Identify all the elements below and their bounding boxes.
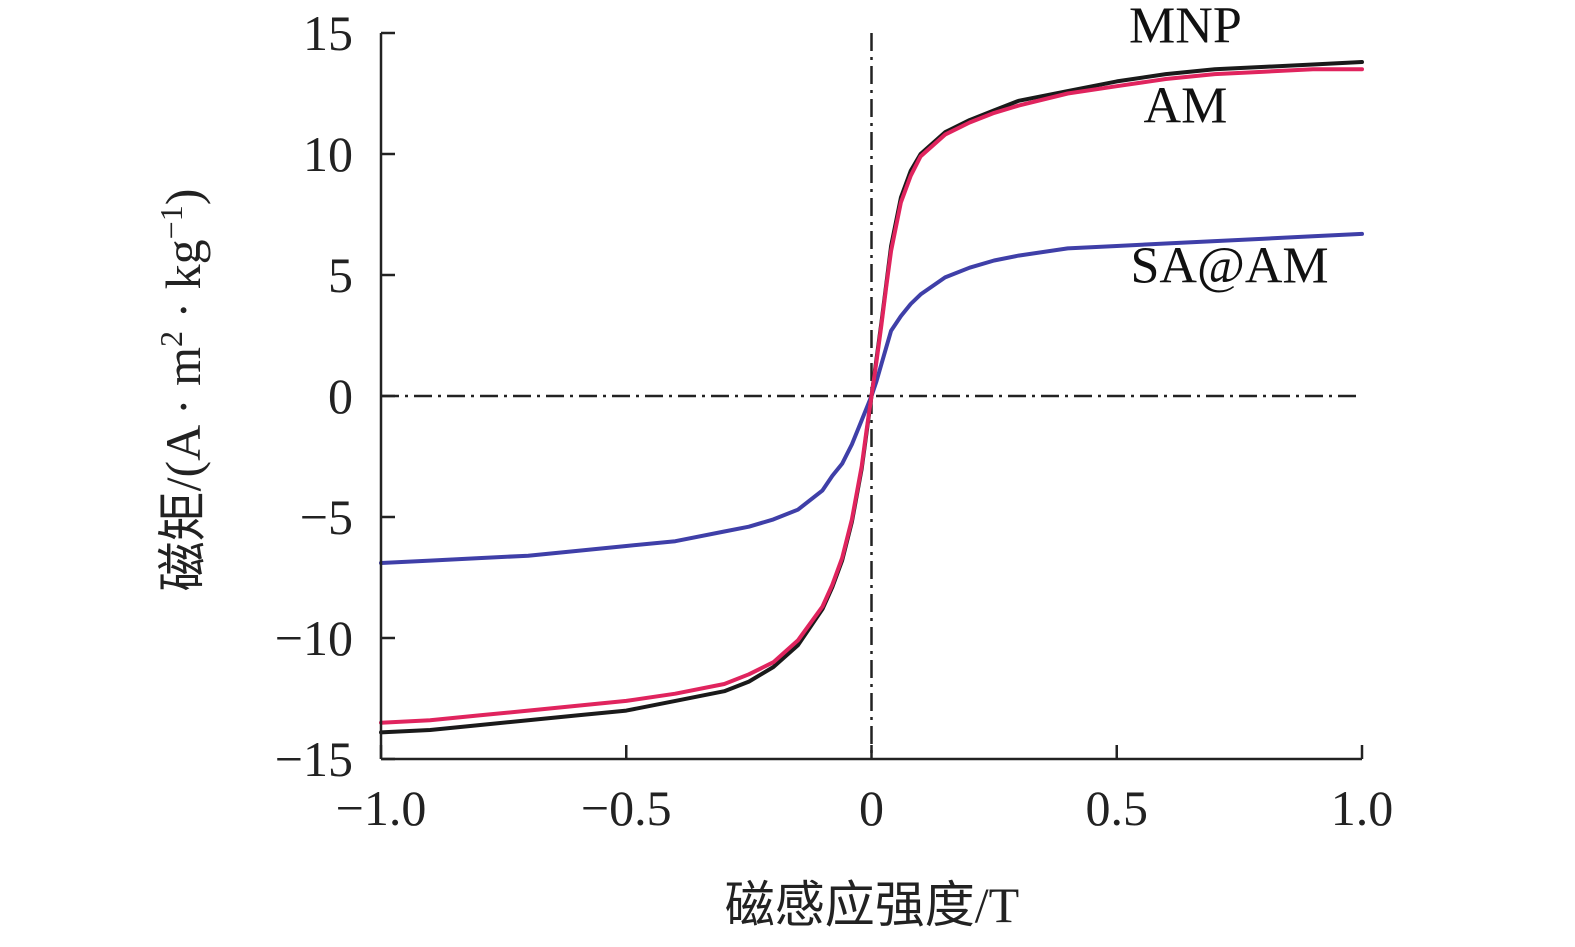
y-tick-label: 5 [328, 247, 353, 303]
x-tick-label: 1.0 [1331, 780, 1394, 836]
y-tick-label: 10 [303, 126, 353, 182]
y-tick-label: 0 [328, 368, 353, 424]
x-tick-label: 0.5 [1086, 780, 1149, 836]
x-tick-label: −0.5 [581, 780, 672, 836]
y-axis-title-middle: · kg [155, 239, 211, 331]
y-axis-title: 磁矩/(A · m2 · kg−1) [153, 189, 211, 592]
y-axis-title-suffix: ) [155, 189, 211, 206]
y-tick-label: 15 [303, 5, 353, 61]
y-tick-label: −5 [300, 489, 353, 545]
ticks: −1.0 −0.5 0 0.5 1.0 −15 −10 −5 0 5 10 15 [275, 5, 1393, 836]
x-tick-label: −1.0 [336, 780, 427, 836]
y-tick-label: −10 [275, 610, 353, 666]
series-line-am [379, 67, 1364, 725]
annotations: MNP AM SA@AM [1129, 0, 1329, 294]
series-label-sa-am: SA@AM [1130, 237, 1328, 294]
y-axis-title-prefix: 磁矩/(A · m [155, 347, 211, 592]
series-label-am: AM [1144, 78, 1228, 135]
series-layer [379, 60, 1364, 735]
y-axis-title-sup1: 2 [153, 331, 189, 347]
y-axis-title-sup2: −1 [153, 205, 189, 239]
y-tick-label: −15 [275, 731, 353, 787]
series-label-mnp: MNP [1129, 0, 1242, 55]
x-axis-title: 磁感应强度/T [725, 877, 1019, 933]
x-tick-label: 0 [859, 780, 884, 836]
